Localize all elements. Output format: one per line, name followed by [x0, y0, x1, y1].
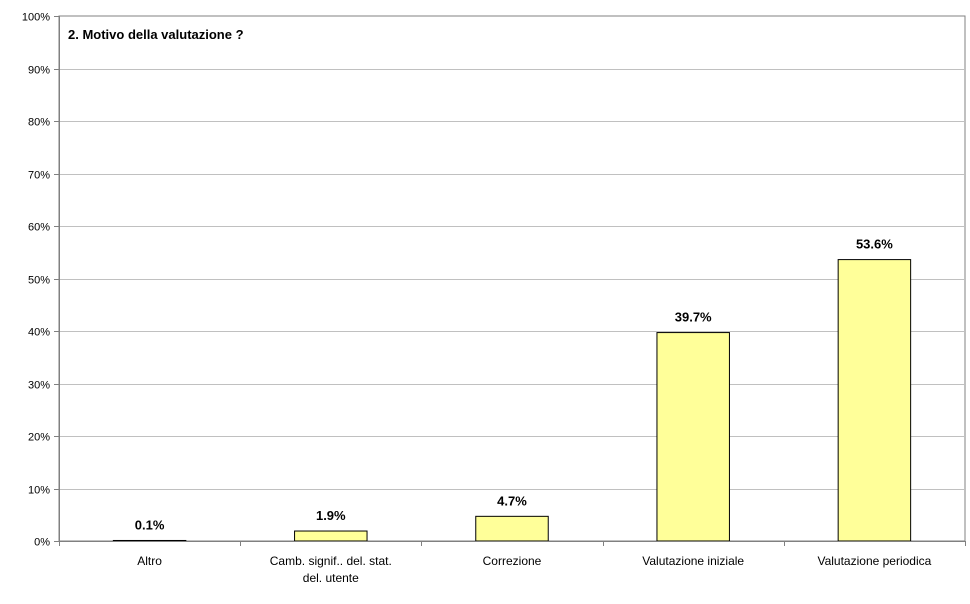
bar: [294, 530, 368, 542]
y-tick-label: 0%: [34, 537, 50, 549]
x-tick-label: Camb. signif.. del. stat. del. utente: [270, 554, 392, 585]
y-tick-label: 80%: [28, 117, 50, 129]
y-tick-label: 10%: [28, 485, 50, 497]
data-label: 53.6%: [856, 237, 893, 252]
data-label: 1.9%: [316, 508, 346, 523]
x-tick-label: Valutazione iniziale: [642, 554, 744, 568]
y-tick-label: 90%: [28, 65, 50, 77]
y-tick-label: 50%: [28, 275, 50, 287]
bar: [475, 515, 549, 542]
plot-area: [58, 15, 966, 542]
y-tick-label: 20%: [28, 432, 50, 444]
data-labels: 0.1% 1.9% 4.7% 39.7% 53.6%: [135, 237, 893, 533]
x-tick-label: Valutazione periodica: [817, 554, 931, 568]
x-tick-label: Altro: [137, 554, 162, 568]
data-label: 39.7%: [675, 310, 712, 325]
y-tick-label: 40%: [28, 327, 50, 339]
bar: [837, 259, 912, 542]
x-tick-label: Correzione: [483, 554, 542, 568]
y-tick-label: 60%: [28, 222, 50, 234]
bar: [112, 539, 187, 542]
chart-title: 2. Motivo della valutazione ?: [68, 27, 244, 42]
y-tick-label: 30%: [28, 380, 50, 392]
axes: 0% 10% 20% 30% 40% 50% 60% 70% 80% 90% 100% Altro Ca…: [22, 12, 966, 585]
bar: [656, 332, 730, 542]
data-label: 0.1%: [135, 517, 165, 532]
data-label: 4.7%: [497, 493, 527, 508]
y-tick-label: 100%: [22, 12, 50, 24]
gridlines: [59, 69, 965, 490]
y-tick-label: 70%: [28, 170, 50, 182]
bars: [112, 259, 912, 542]
